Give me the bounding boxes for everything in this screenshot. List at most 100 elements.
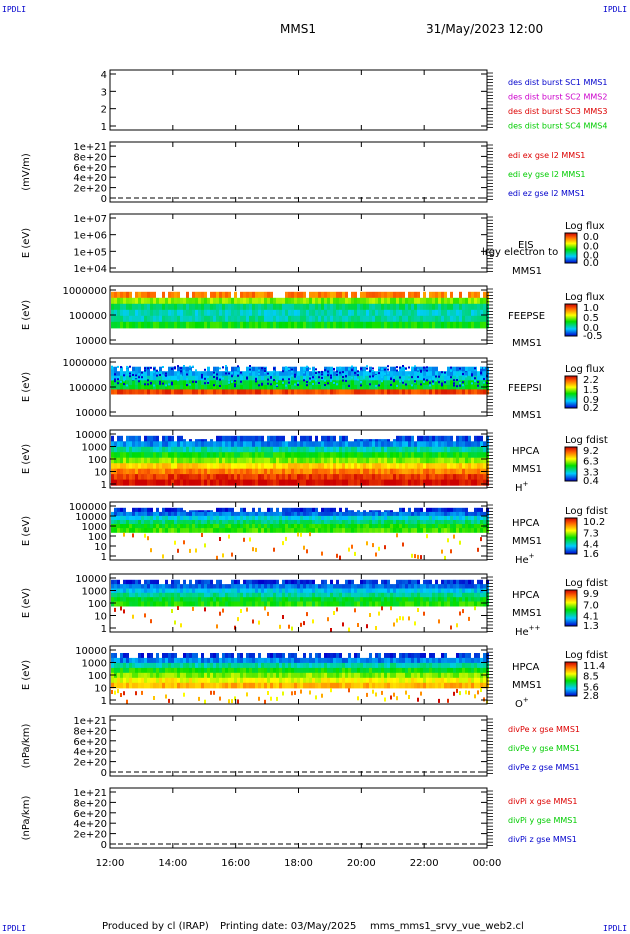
y-axis-label-hpca_o: E (eV) bbox=[21, 660, 32, 690]
legend-entry-divpi: divPi x gse MMS1 bbox=[508, 797, 577, 806]
y-tick-label-hpca_hepp: 10000 bbox=[75, 574, 107, 585]
legend-entry-des: des dist burst SC1 MMS1 bbox=[508, 78, 607, 87]
y-tick-label-divpe: 1e+21 bbox=[73, 716, 107, 727]
panel-frame-des bbox=[109, 69, 488, 131]
x-tick-label: 16:00 bbox=[221, 858, 250, 869]
y-tick-label-feepse: 1000000 bbox=[62, 286, 107, 297]
y-tick-label-hpca_h: 10000 bbox=[75, 430, 107, 441]
spacecraft-label-hpca_o: MMS1 bbox=[512, 680, 542, 691]
y-tick-label-des: 1 bbox=[101, 122, 107, 133]
legend-entry-divpe: divPe y gse MMS1 bbox=[508, 744, 580, 753]
y-tick-label-feepse: 100000 bbox=[69, 311, 107, 322]
colorbar-hpca_h bbox=[564, 446, 578, 482]
legend-entry-divpe: divPe x gse MMS1 bbox=[508, 725, 580, 734]
colorbar-tick-feepsi: 2.2 bbox=[583, 375, 599, 386]
panel-frame-divpi bbox=[109, 787, 488, 849]
y-tick-label-feepsi: 10000 bbox=[75, 408, 107, 419]
y-tick-label-edi: 0 bbox=[101, 194, 107, 205]
y-tick-label-divpi: 8e+20 bbox=[73, 798, 107, 809]
y-tick-label-edi: 4e+20 bbox=[73, 173, 107, 184]
colorbar-hpca_he bbox=[564, 517, 578, 555]
spectrogram-hpca_o bbox=[111, 653, 489, 704]
colorbar-tick-hpca_o: 11.4 bbox=[583, 661, 605, 672]
spectrogram-hpca_he bbox=[111, 507, 489, 560]
y-tick-label-hpca_h: 1 bbox=[101, 480, 107, 491]
colorbar-tick-feepse: -0.5 bbox=[583, 331, 603, 342]
y-tick-label-hpca_he: 1000 bbox=[82, 522, 107, 533]
y-tick-label-edi: 8e+20 bbox=[73, 152, 107, 163]
species-label-hpca_he: He+ bbox=[515, 552, 535, 566]
colorbar-tick-hpca_he: 1.6 bbox=[583, 549, 599, 560]
instrument-label-eis: EIS bbox=[518, 240, 534, 251]
legend-entry-edi: edi ey gse l2 MMS1 bbox=[508, 170, 586, 179]
colorbar-eis bbox=[564, 232, 578, 264]
legend-entry-edi: edi ex gse l2 MMS1 bbox=[508, 151, 585, 160]
spacecraft-label-hpca_he: MMS1 bbox=[512, 536, 542, 547]
instrument-label-hpca_he: HPCA bbox=[512, 518, 540, 529]
y-tick-label-hpca_he: 10 bbox=[94, 542, 107, 553]
panel-frame-edi bbox=[109, 141, 488, 203]
species-label-hpca_o: O+ bbox=[515, 696, 529, 710]
spectrogram-hpca_h bbox=[111, 435, 489, 486]
corner-mark-bottom-right: IPDLI bbox=[603, 924, 628, 933]
y-tick-label-hpca_he: 10000 bbox=[75, 512, 107, 523]
y-tick-label-divpe: 6e+20 bbox=[73, 737, 107, 748]
spacecraft-label-feepsi: MMS1 bbox=[512, 410, 542, 421]
colorbar-tick-hpca_h: 6.3 bbox=[583, 457, 599, 468]
spacecraft-label-hpca_h: MMS1 bbox=[512, 464, 542, 475]
y-tick-label-divpe: 8e+20 bbox=[73, 726, 107, 737]
y-tick-label-divpi: 0 bbox=[101, 840, 107, 851]
y-tick-label-divpi: 4e+20 bbox=[73, 819, 107, 830]
colorbar-feepse bbox=[564, 303, 578, 337]
y-tick-label-feepsi: 1000000 bbox=[62, 358, 107, 369]
legend-entry-edi: edi ez gse l2 MMS1 bbox=[508, 189, 585, 198]
colorbar-tick-hpca_o: 8.5 bbox=[583, 672, 599, 683]
y-axis-label-feepsi: E (eV) bbox=[21, 372, 32, 402]
colorbar-tick-eis: 0.0 bbox=[583, 258, 599, 269]
colorbar-title-hpca_h: Log fdist bbox=[565, 435, 608, 446]
colorbar-tick-feepsi: 0.9 bbox=[583, 395, 599, 406]
species-label-hpca_h: H+ bbox=[515, 480, 529, 494]
colorbar-tick-eis: 0.0 bbox=[583, 251, 599, 262]
colorbar-tick-feepsi: 1.5 bbox=[583, 385, 599, 396]
footer-script-name: mms_mms1_srvy_vue_web2.cl bbox=[370, 921, 524, 932]
species-charge-hpca_hepp: ++ bbox=[529, 624, 541, 632]
legend-entry-des: des dist burst SC2 MMS2 bbox=[508, 93, 607, 102]
y-axis-label-hpca_hepp: E (eV) bbox=[21, 588, 32, 618]
spacecraft-label-eis: MMS1 bbox=[512, 266, 542, 277]
species-charge-hpca_o: + bbox=[523, 696, 529, 704]
instrument-label-feepse: FEEPSE bbox=[508, 311, 545, 322]
spectrogram-feepse bbox=[111, 291, 489, 329]
corner-mark-top-left: IPDLI bbox=[2, 5, 27, 14]
y-tick-label-divpe: 2e+20 bbox=[73, 758, 107, 769]
spacecraft-label-feepse: MMS1 bbox=[512, 338, 542, 349]
y-tick-label-divpe: 4e+20 bbox=[73, 747, 107, 758]
y-tick-label-hpca_he: 100 bbox=[88, 532, 107, 543]
y-tick-label-hpca_he: 1 bbox=[101, 552, 107, 563]
y-axis-label-divpi: (nPa/km) bbox=[21, 796, 32, 841]
y-tick-label-hpca_o: 10000 bbox=[75, 646, 107, 657]
y-tick-label-hpca_he: 100000 bbox=[69, 502, 107, 513]
legend-entry-divpi: divPi y gse MMS1 bbox=[508, 816, 577, 825]
corner-mark-top-right: IPDLI bbox=[603, 5, 628, 14]
y-tick-label-hpca_h: 10 bbox=[94, 468, 107, 479]
y-tick-label-des: 4 bbox=[101, 70, 107, 81]
y-tick-label-divpe: 0 bbox=[101, 768, 107, 779]
y-tick-label-hpca_hepp: 100 bbox=[88, 599, 107, 610]
panel-frame-divpe bbox=[109, 715, 488, 777]
footer-printing-date: Printing date: 03/May/2025 bbox=[220, 921, 357, 932]
species-charge-hpca_h: + bbox=[523, 480, 529, 488]
y-tick-label-edi: 1e+21 bbox=[73, 142, 107, 153]
colorbar-tick-hpca_h: 0.4 bbox=[583, 476, 599, 487]
colorbar-hpca_o bbox=[564, 661, 578, 697]
colorbar-tick-hpca_hepp: 9.9 bbox=[583, 589, 599, 600]
colorbar-tick-eis: 0.0 bbox=[583, 241, 599, 252]
y-axis-label-hpca_h: E (eV) bbox=[21, 444, 32, 474]
species-charge-hpca_he: + bbox=[529, 552, 535, 560]
colorbar-title-feepse: Log flux bbox=[565, 292, 605, 303]
x-tick-label: 18:00 bbox=[284, 858, 313, 869]
colorbar-tick-hpca_he: 7.3 bbox=[583, 528, 599, 539]
corner-mark-bottom-left: IPDLI bbox=[2, 924, 27, 933]
colorbar-title-feepsi: Log flux bbox=[565, 364, 605, 375]
legend-entry-divpe: divPe z gse MMS1 bbox=[508, 763, 579, 772]
